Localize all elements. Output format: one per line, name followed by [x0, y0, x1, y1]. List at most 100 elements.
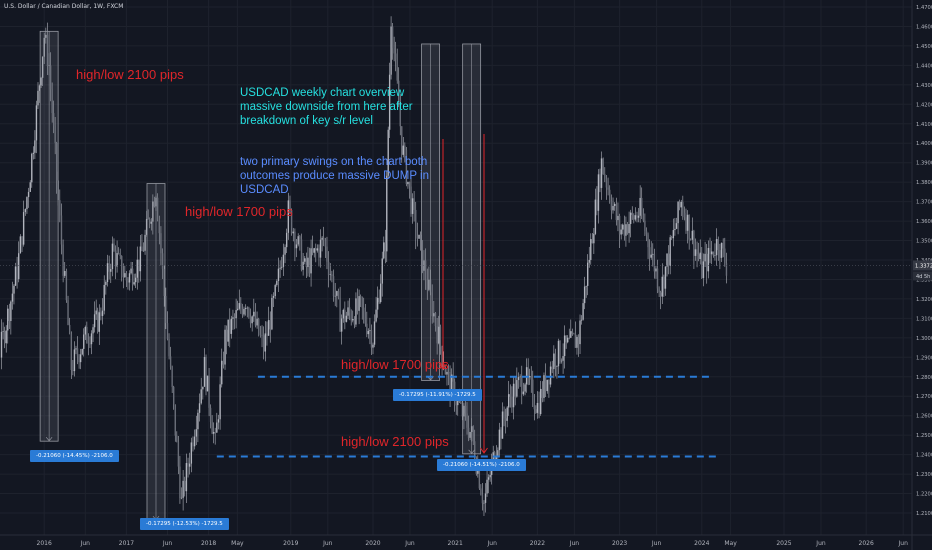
candle-body — [10, 301, 12, 322]
candle-body — [641, 197, 643, 215]
countdown-value: 4d 5h — [916, 274, 930, 280]
candle-body — [21, 236, 23, 245]
candle-body — [202, 386, 204, 390]
candle-body — [478, 468, 481, 489]
candle-body — [97, 310, 99, 332]
candle-body — [394, 53, 397, 60]
candle-body — [79, 354, 82, 363]
candle-body — [567, 337, 569, 343]
candle-body — [337, 291, 340, 298]
candle-body — [305, 258, 308, 268]
candle-body — [460, 401, 462, 403]
candle-body — [18, 253, 20, 280]
y-tick-label: 1.46000 — [916, 24, 932, 30]
candle-body — [267, 320, 270, 336]
candle-body — [130, 268, 132, 274]
candle-body — [380, 283, 382, 303]
candle-body — [620, 229, 622, 235]
candle-body — [22, 212, 25, 245]
candle-body — [714, 255, 716, 256]
candle-body — [221, 360, 223, 385]
candle-body — [14, 266, 17, 286]
candle-body — [209, 407, 212, 422]
candle-body — [101, 310, 104, 316]
candle-body — [84, 326, 86, 335]
candle-body — [489, 474, 491, 478]
candle-body — [509, 394, 511, 397]
y-tick-label: 1.35000 — [916, 239, 932, 245]
candle-body — [557, 340, 560, 367]
candle-body — [516, 380, 518, 397]
candle-body — [418, 234, 420, 239]
candle-body — [609, 189, 611, 202]
y-tick-label: 1.21000 — [916, 511, 932, 517]
candle-body — [683, 212, 686, 218]
candle-body — [208, 375, 210, 408]
candle-body — [240, 303, 242, 309]
candle-body — [541, 388, 544, 398]
candle-body — [331, 274, 333, 277]
candle-body — [472, 426, 474, 442]
y-tick-label: 1.47000 — [916, 5, 932, 11]
candle-body — [694, 249, 697, 256]
candle-body — [219, 384, 221, 420]
candle-body — [660, 292, 662, 297]
candle-body — [415, 209, 417, 236]
candle-body — [83, 334, 85, 349]
candle-body — [34, 140, 36, 153]
candle-body — [573, 333, 575, 335]
candle-body — [722, 242, 724, 249]
candle-body — [31, 153, 33, 183]
candle-body — [179, 466, 181, 499]
candle-body — [98, 312, 100, 332]
candle-body — [593, 233, 595, 244]
candle-body — [225, 329, 228, 342]
candle-body — [436, 325, 438, 344]
candle-body — [625, 224, 627, 236]
candle-body — [452, 374, 454, 382]
candle-body — [177, 442, 180, 467]
candle-body — [504, 418, 507, 421]
x-tick-label: 2022 — [530, 540, 545, 547]
candle-body — [431, 292, 433, 317]
candle-body — [551, 366, 553, 370]
candle-body — [467, 427, 470, 438]
candle-body — [127, 280, 129, 283]
candle-body — [299, 236, 301, 240]
candle-body — [724, 248, 726, 264]
candle-body — [40, 77, 42, 86]
candle-body — [391, 26, 394, 48]
candle-body — [532, 379, 534, 404]
candle-body — [233, 317, 236, 319]
x-tick-label: Jun — [815, 540, 826, 547]
candle-body — [560, 360, 563, 362]
candle-body — [307, 257, 309, 268]
candle-body — [612, 205, 614, 211]
countdown-tag — [913, 271, 932, 281]
candle-body — [699, 252, 701, 260]
candle-body — [119, 253, 121, 256]
candle-body — [313, 248, 315, 253]
candle-body — [480, 488, 482, 495]
candle-body — [463, 405, 465, 417]
candle-body — [416, 235, 419, 239]
candle-body — [671, 237, 673, 239]
candle-body — [105, 281, 107, 285]
candle-body — [494, 452, 496, 464]
candle-body — [469, 431, 471, 438]
measure-arrowhead — [468, 449, 475, 454]
candle-body — [184, 480, 186, 492]
candle-body — [672, 230, 675, 239]
candle-body — [481, 494, 484, 504]
candle-body — [639, 197, 641, 216]
candle-body — [222, 360, 225, 365]
candle-body — [539, 388, 542, 415]
candle-body — [149, 219, 151, 224]
candle-body — [528, 376, 531, 378]
candle-body — [205, 356, 207, 392]
candle-body — [279, 267, 281, 269]
candle-body — [332, 276, 335, 297]
candle-body — [408, 181, 411, 187]
candle-body — [604, 174, 606, 179]
